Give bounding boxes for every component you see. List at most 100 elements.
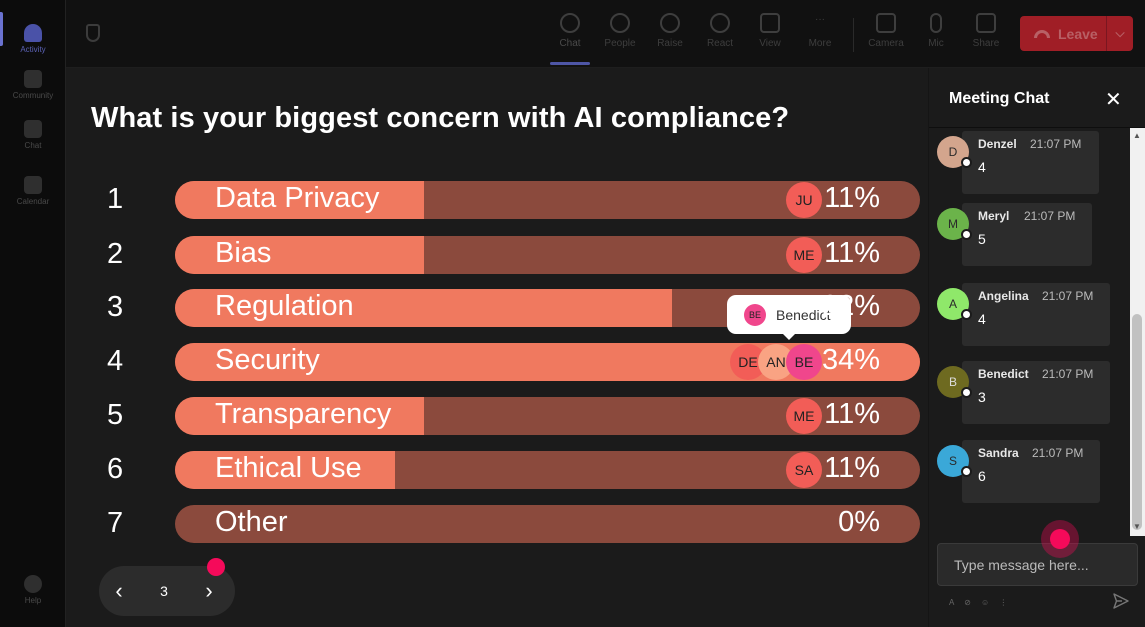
toolbar-label: Camera bbox=[868, 38, 904, 49]
mic-icon bbox=[930, 13, 942, 33]
previous-slide-button[interactable]: ‹ bbox=[115, 578, 123, 603]
toolbar-react-button[interactable]: React bbox=[698, 10, 742, 60]
message-text: 4 bbox=[978, 311, 986, 327]
toolbar-people-button[interactable]: People bbox=[598, 10, 642, 60]
chat-icon bbox=[24, 120, 42, 138]
poll-option-fill bbox=[175, 451, 395, 489]
toolbar-more-button[interactable]: ··· More bbox=[798, 10, 842, 60]
poll-option-row[interactable]: 4 Security DE AN BE 34% bbox=[66, 343, 928, 381]
rail-item-activity[interactable]: Activity bbox=[0, 14, 66, 64]
message-timestamp: 21:07 PM bbox=[1042, 367, 1094, 381]
message-timestamp: 21:07 PM bbox=[1042, 289, 1094, 303]
poll-option-number: 4 bbox=[107, 345, 124, 377]
shield-icon bbox=[86, 24, 100, 42]
toolbar-chat-button[interactable]: Chat bbox=[548, 10, 592, 60]
next-slide-button[interactable]: › bbox=[205, 578, 213, 603]
hand-icon bbox=[660, 13, 680, 33]
message-sender: Denzel bbox=[978, 137, 1017, 151]
poll-option-percent: 0% bbox=[838, 506, 880, 538]
rail-label: Chat bbox=[24, 141, 42, 150]
message-text: 5 bbox=[978, 231, 986, 247]
message-sender: Benedict bbox=[978, 367, 1029, 381]
toolbar-share-button[interactable]: Share bbox=[964, 10, 1008, 60]
toolbar-label: Share bbox=[972, 38, 1000, 49]
toolbar-label: Mic bbox=[928, 38, 944, 49]
current-page: 3 bbox=[160, 583, 168, 599]
poll-option-number: 2 bbox=[107, 238, 124, 270]
toolbar-label: Chat bbox=[559, 38, 581, 49]
rail-label: Activity bbox=[20, 45, 46, 54]
rail-item-chat[interactable]: Chat bbox=[0, 110, 66, 160]
chat-message: Angelina 21:07 PM 4 bbox=[962, 283, 1110, 346]
scroll-up-icon[interactable]: ▲ bbox=[1133, 131, 1141, 140]
presence-dot bbox=[961, 157, 972, 168]
message-sender: Meryl bbox=[978, 209, 1010, 223]
poll-option-row[interactable]: 6 Ethical Use SA 11% bbox=[66, 451, 928, 489]
more-icon: ··· bbox=[815, 14, 825, 25]
poll-option-label: Ethical Use bbox=[215, 452, 362, 484]
presence-dot bbox=[961, 466, 972, 477]
voter-avatar[interactable]: ME bbox=[786, 237, 822, 273]
toolbar-view-button[interactable]: View bbox=[748, 10, 792, 60]
poll-option-percent: 11% bbox=[824, 182, 880, 214]
poll-option-label: Bias bbox=[215, 237, 272, 269]
toolbar-label: Raise bbox=[657, 38, 683, 49]
meeting-toolbar: Chat People Raise React View ··· More Ca… bbox=[66, 0, 1145, 68]
scroll-down-icon[interactable]: ▼ bbox=[1133, 522, 1141, 531]
toolbar-mic-button[interactable]: Mic bbox=[914, 10, 958, 60]
poll-option-label: Security bbox=[215, 344, 320, 376]
meeting-chat-panel: Meeting Chat ✕ Denzel 21:07 PM 4 D Meryl 21:0… bbox=[928, 68, 1145, 627]
close-icon[interactable]: ✕ bbox=[1105, 89, 1122, 111]
poll-option-fill bbox=[175, 289, 672, 327]
poll-option-label: Other bbox=[215, 506, 288, 538]
voter-avatar[interactable]: SA bbox=[786, 452, 822, 488]
voter-tooltip: BE Benedict bbox=[727, 295, 851, 340]
message-timestamp: 21:07 PM bbox=[1030, 137, 1082, 151]
rail-item-help[interactable]: Help bbox=[0, 565, 66, 615]
format-icons[interactable]: A ⊘ ☺ ⋮ bbox=[949, 598, 1012, 607]
phone-hangup-icon bbox=[1034, 29, 1050, 38]
poll-option-row[interactable]: 5 Transparency ME 11% bbox=[66, 397, 928, 435]
toolbar-label: React bbox=[706, 38, 734, 49]
poll-stage: What is your biggest concern with AI com… bbox=[66, 68, 928, 627]
people-icon bbox=[610, 13, 630, 33]
message-sender: Sandra bbox=[978, 446, 1019, 460]
presence-dot bbox=[961, 309, 972, 320]
message-input-box[interactable] bbox=[937, 543, 1138, 586]
message-sender: Angelina bbox=[978, 289, 1029, 303]
poll-option-row[interactable]: 7 Other 0% bbox=[66, 505, 928, 543]
rail-item-community[interactable]: Community bbox=[0, 60, 66, 110]
poll-option-percent: 34% bbox=[821, 344, 880, 376]
sender-avatar[interactable]: D bbox=[937, 136, 969, 168]
voter-avatar[interactable]: JU bbox=[786, 182, 822, 218]
voter-avatar[interactable]: BE bbox=[786, 344, 822, 380]
poll-option-number: 5 bbox=[107, 399, 124, 431]
chat-scrollbar-thumb[interactable] bbox=[1132, 314, 1142, 530]
message-input[interactable] bbox=[938, 544, 1137, 585]
chevron-down-icon[interactable]: ⌵ bbox=[1115, 26, 1125, 40]
poll-option-label: Regulation bbox=[215, 290, 354, 322]
chat-message: Sandra 21:07 PM 6 bbox=[962, 440, 1100, 503]
app-rail: Activity Community Chat Calendar Help bbox=[0, 0, 66, 627]
poll-option-fill bbox=[175, 236, 424, 274]
voter-avatar[interactable]: ME bbox=[786, 398, 822, 434]
poll-option-percent: 22% bbox=[821, 290, 880, 322]
notification-dot bbox=[207, 558, 225, 576]
poll-option-row[interactable]: 1 Data Privacy JU 11% bbox=[66, 181, 928, 219]
poll-option-row[interactable]: 2 Bias ME 11% bbox=[66, 236, 928, 274]
chat-message: Meryl 21:07 PM 5 bbox=[962, 203, 1092, 266]
chat-title: Meeting Chat bbox=[949, 90, 1050, 107]
poll-option-bar bbox=[175, 505, 920, 543]
leave-button[interactable]: Leave ⌵ bbox=[1020, 16, 1133, 51]
presence-dot bbox=[961, 229, 972, 240]
toolbar-label: View bbox=[759, 38, 781, 49]
presence-dot bbox=[961, 387, 972, 398]
chat-message: Benedict 21:07 PM 3 bbox=[962, 361, 1110, 424]
pointer-highlight bbox=[1041, 520, 1079, 558]
rail-item-calendar[interactable]: Calendar bbox=[0, 166, 66, 216]
toolbar-divider bbox=[853, 18, 854, 52]
toolbar-camera-button[interactable]: Camera bbox=[864, 10, 908, 60]
poll-option-label: Transparency bbox=[215, 398, 392, 430]
toolbar-raise-button[interactable]: Raise bbox=[648, 10, 692, 60]
send-icon[interactable] bbox=[1112, 592, 1130, 610]
